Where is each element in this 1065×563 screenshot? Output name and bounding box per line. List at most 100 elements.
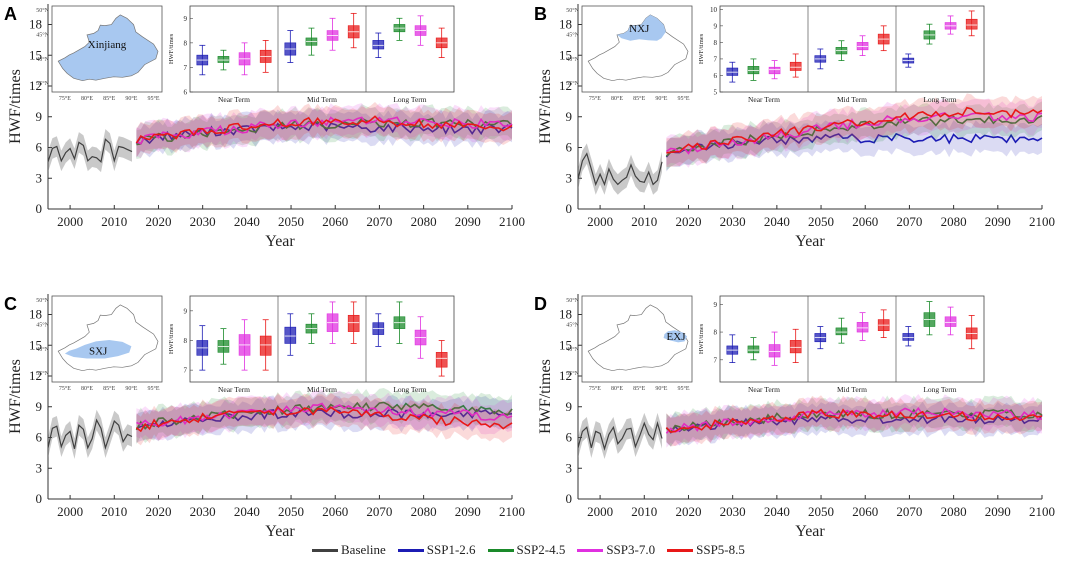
box-ssp585 [789, 328, 802, 363]
xinjiang-outline [587, 304, 689, 372]
legend: Baseline SSP1-2.6 SSP2-4.5 SSP3-7.0 SSP5… [312, 541, 757, 559]
x-tick-label: 2040 [234, 214, 260, 229]
x-tick-label: 2090 [455, 504, 481, 519]
term-label: Long Term [923, 95, 956, 104]
inset-y-label: HWF/times [168, 33, 175, 64]
inset-y-tick-label: 7 [184, 64, 188, 72]
box-ssp370 [238, 42, 251, 76]
box-ssp245 [835, 40, 848, 61]
x-tick-label: 2030 [190, 504, 216, 519]
x-tick-label: 2080 [411, 504, 437, 519]
panel-letter: B [534, 4, 547, 24]
band-baseline [48, 129, 132, 173]
y-axis-label: HWF/times [537, 69, 554, 144]
term-label: Long Term [393, 385, 426, 394]
inset-y-tick-label: 7 [714, 356, 718, 364]
map-lat-label: 50°N [566, 297, 579, 304]
x-tick-label: 2100 [499, 504, 525, 519]
x-tick-label: 2000 [587, 214, 613, 229]
term-label: Long Term [923, 385, 956, 394]
y-tick-label: 6 [36, 140, 43, 155]
region-highlight [663, 330, 688, 343]
x-axis-label: Year [795, 523, 825, 540]
map-inset: 75°E 80°E 85°E 90°E 95°E 50°N 45°N 40°N 35°N EXJ [566, 295, 693, 392]
box-ssp585 [347, 301, 360, 344]
y-tick-label: 0 [36, 491, 43, 506]
map-lon-label: 90°E [655, 95, 667, 102]
inset-y-tick-label: 6 [714, 72, 718, 80]
box-ssp370 [856, 312, 869, 341]
box-ssp245 [923, 301, 936, 336]
y-tick-label: 15 [559, 337, 572, 352]
map-lon-label: 80°E [611, 385, 623, 392]
term-label: Near Term [748, 385, 780, 394]
inset-frame [719, 5, 985, 93]
x-tick-label: 2030 [720, 504, 746, 519]
term-label: Mid Term [837, 385, 867, 394]
map-lat-label: 35°N [566, 370, 579, 377]
x-tick-label: 2100 [499, 214, 525, 229]
inset-y-tick-label: 9 [184, 307, 188, 315]
map-lat-label: 50°N [566, 7, 579, 14]
box-ssp370 [944, 15, 957, 35]
inset-frame [189, 5, 455, 93]
box-ssp126 [196, 325, 209, 371]
legend-label-ssp245: SSP2-4.5 [516, 542, 566, 557]
box-iqr [856, 42, 869, 51]
x-tick-label: 2010 [631, 504, 657, 519]
x-tick-label: 2000 [57, 214, 83, 229]
map-lat-label: 40°N [36, 346, 49, 353]
map-lat-label: 40°N [566, 56, 579, 63]
y-tick-label: 9 [36, 399, 43, 414]
box-iqr [965, 18, 978, 30]
map-lat-label: 45°N [566, 31, 579, 38]
x-tick-label: 2080 [411, 214, 437, 229]
y-axis-label: HWF/times [537, 359, 554, 434]
legend-item-ssp370: SSP3-7.0 [577, 542, 655, 558]
x-tick-label: 2020 [675, 504, 701, 519]
series-line-ssp245 [136, 117, 513, 146]
region-highlight [617, 14, 666, 41]
series-line-ssp245 [665, 114, 1043, 157]
band-ssp370 [136, 389, 512, 441]
box-iqr [768, 66, 781, 75]
x-tick-label: 2050 [808, 214, 834, 229]
map-lon-label: 80°E [81, 385, 93, 392]
x-tick-label: 2090 [985, 214, 1011, 229]
region-highlight [64, 340, 132, 359]
legend-swatch-ssp585 [667, 548, 694, 552]
x-tick-label: 2100 [1029, 504, 1055, 519]
box-iqr [259, 335, 272, 356]
y-tick-label: 15 [29, 337, 42, 352]
x-tick-label: 2070 [366, 214, 392, 229]
map-lon-label: 80°E [611, 95, 623, 102]
panel-B: B 0 3 6 9 12 15 18 2000 2010 2020 2030 2040 2050 2060 2… [534, 4, 1055, 250]
box-ssp585 [965, 315, 978, 350]
legend-item-ssp585: SSP5-8.5 [667, 542, 745, 558]
series-line-baseline [577, 420, 663, 451]
series-line-ssp370 [665, 406, 1043, 434]
inset-frame [189, 295, 455, 383]
x-tick-label: 2080 [941, 214, 967, 229]
map-lat-label: 50°N [36, 7, 49, 14]
x-axis-label: Year [265, 233, 295, 250]
legend-item-ssp126: SSP1-2.6 [397, 542, 476, 558]
legend-label-baseline: Baseline [341, 542, 386, 557]
series-line-baseline [47, 138, 133, 164]
map-lon-label: 85°E [633, 95, 645, 102]
boxplot-inset: 6 7 8 9 HWF/times Near Term Mid Term Long Term [168, 5, 455, 104]
legend-swatch-ssp126 [397, 548, 424, 552]
panel-A: A 0 3 6 9 12 15 18 2000 2010 2020 2030 2040 2050 2060 2… [4, 4, 525, 250]
y-tick-label: 0 [36, 201, 43, 216]
box-iqr [284, 326, 297, 344]
inset-y-tick-label: 7 [184, 367, 188, 375]
x-tick-label: 2010 [101, 214, 127, 229]
box-ssp585 [965, 10, 978, 37]
band-baseline [578, 412, 662, 459]
box-iqr [347, 314, 360, 332]
box-iqr [835, 327, 848, 336]
map-lon-label: 90°E [125, 385, 137, 392]
y-tick-label: 3 [566, 170, 573, 185]
box-iqr [726, 67, 739, 76]
inset-y-label: HWF/times [698, 323, 705, 354]
